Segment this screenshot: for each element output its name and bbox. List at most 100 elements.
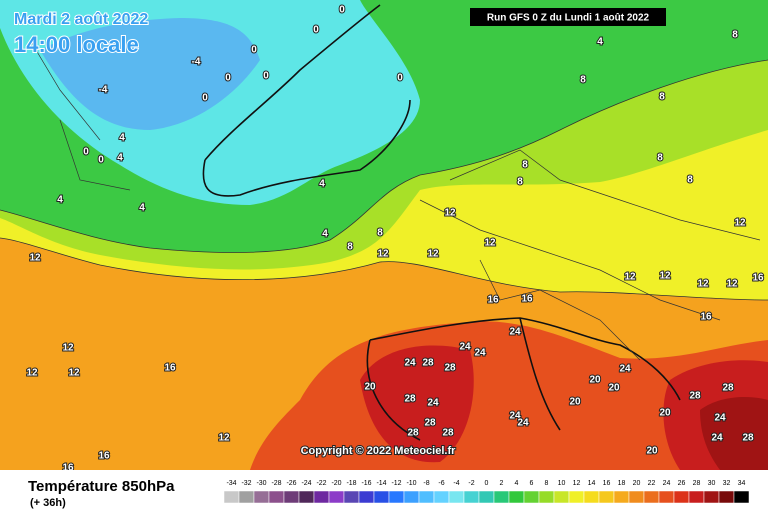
scale-label: -16 <box>361 480 371 487</box>
scale-label: 8 <box>545 480 549 487</box>
scale-cell <box>493 490 510 504</box>
contour-label: 4 <box>597 37 603 48</box>
field-darkred <box>360 345 474 463</box>
contour-label: 12 <box>444 208 456 219</box>
scale-label: 16 <box>603 480 611 487</box>
contour-label: 28 <box>722 383 734 394</box>
scale-cell <box>388 490 405 504</box>
contour-label: 28 <box>422 358 434 369</box>
scale-label: 14 <box>588 480 596 487</box>
contour-label: 28 <box>407 428 419 439</box>
scale-cell <box>298 490 315 504</box>
contour-label: 0 <box>251 45 257 56</box>
scale-label: -8 <box>423 480 429 487</box>
contour-label: 0 <box>397 73 403 84</box>
contour-label: 8 <box>687 175 693 186</box>
contour-label: 8 <box>522 160 528 171</box>
scale-cell <box>628 490 645 504</box>
scale-cell <box>703 490 720 504</box>
scale-label: 4 <box>515 480 519 487</box>
contour-label: 24 <box>474 348 486 359</box>
lead-time: (+ 36h) <box>30 497 66 509</box>
contour-label: 0 <box>339 5 345 16</box>
scale-cell <box>223 490 240 504</box>
contour-label: 0 <box>83 147 89 158</box>
scale-cell <box>553 490 570 504</box>
contour-label: 0 <box>263 71 269 82</box>
contour-label: 16 <box>752 273 764 284</box>
contour-label: 8 <box>580 75 586 86</box>
scale-cell <box>643 490 660 504</box>
contour-label: 28 <box>444 363 456 374</box>
scale-label: 26 <box>678 480 686 487</box>
contour-label: 12 <box>624 272 636 283</box>
contour-label: 12 <box>377 249 389 260</box>
scale-label: 18 <box>618 480 626 487</box>
scale-cell <box>373 490 390 504</box>
scale-cell <box>478 490 495 504</box>
scale-label: -30 <box>256 480 266 487</box>
contour-label: 12 <box>26 368 38 379</box>
date-title: Mardi 2 août 2022 <box>14 11 148 28</box>
scale-cell <box>403 490 420 504</box>
contour-label: 24 <box>427 398 439 409</box>
scale-label: -10 <box>406 480 416 487</box>
contour-label: 12 <box>659 271 671 282</box>
scale-cell <box>718 490 735 504</box>
contour-label: 16 <box>98 451 110 462</box>
scale-cell <box>433 490 450 504</box>
scale-cell <box>313 490 330 504</box>
contour-label: 24 <box>459 342 471 353</box>
contour-label: 20 <box>659 408 671 419</box>
contour-label: 12 <box>734 218 746 229</box>
contour-label: 24 <box>517 418 529 429</box>
scale-cell <box>343 490 360 504</box>
contour-label: 12 <box>62 343 74 354</box>
color-scale: -34 -32 -30 -28 -26 -24 -22 -20 -18 -16 -14 -12 -10-… <box>223 480 750 504</box>
contour-label: -4 <box>99 85 108 96</box>
contour-label: 0 <box>98 155 104 166</box>
contour-label: 12 <box>427 249 439 260</box>
contour-label: 0 <box>225 73 231 84</box>
contour-label: 8 <box>659 92 665 103</box>
contour-label: 20 <box>608 383 620 394</box>
contour-label: 24 <box>714 413 726 424</box>
scale-cell <box>448 490 465 504</box>
contour-label: 8 <box>377 228 383 239</box>
scale-label: -32 <box>241 480 251 487</box>
contour-label: 28 <box>742 433 754 444</box>
scale-label: 22 <box>648 480 656 487</box>
contour-label: 20 <box>364 382 376 393</box>
scale-cell <box>538 490 555 504</box>
scale-cell <box>733 490 750 504</box>
contour-label: 12 <box>68 368 80 379</box>
contour-label: 12 <box>218 433 230 444</box>
scale-label: -12 <box>391 480 401 487</box>
contour-label: 4 <box>119 133 125 144</box>
scale-cell <box>673 490 690 504</box>
contour-label: 12 <box>697 279 709 290</box>
contour-label: 24 <box>619 364 631 375</box>
scale-cell <box>658 490 675 504</box>
contour-label: 28 <box>404 394 416 405</box>
scale-label: -6 <box>438 480 444 487</box>
scale-cell <box>463 490 480 504</box>
contour-label: 24 <box>509 411 521 422</box>
contour-label: 28 <box>442 428 454 439</box>
scale-label: -22 <box>316 480 326 487</box>
scale-label: -14 <box>376 480 386 487</box>
scale-label: -18 <box>346 480 356 487</box>
contour-label: 4 <box>139 203 145 214</box>
contour-label: 4 <box>117 153 123 164</box>
contour-label: 28 <box>424 418 436 429</box>
contour-label: 4 <box>319 179 325 190</box>
scale-cell <box>568 490 585 504</box>
field-darkestred <box>700 397 768 470</box>
contour-label: 28 <box>689 391 701 402</box>
isotherm <box>0 237 768 301</box>
contour-label: 8 <box>347 242 353 253</box>
scale-label: -4 <box>453 480 459 487</box>
scale-label: 32 <box>723 480 731 487</box>
